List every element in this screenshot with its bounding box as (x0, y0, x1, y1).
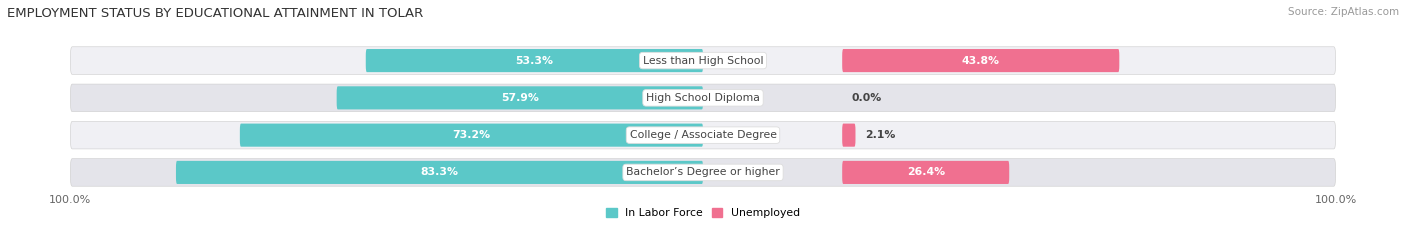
Text: Bachelor’s Degree or higher: Bachelor’s Degree or higher (626, 168, 780, 177)
FancyBboxPatch shape (70, 47, 1336, 74)
FancyBboxPatch shape (70, 159, 1336, 186)
Text: College / Associate Degree: College / Associate Degree (630, 130, 776, 140)
Text: 0.0%: 0.0% (852, 93, 882, 103)
FancyBboxPatch shape (842, 161, 1010, 184)
Text: 83.3%: 83.3% (420, 168, 458, 177)
FancyBboxPatch shape (336, 86, 703, 110)
Text: 26.4%: 26.4% (907, 168, 945, 177)
Legend: In Labor Force, Unemployed: In Labor Force, Unemployed (606, 208, 800, 219)
FancyBboxPatch shape (240, 123, 703, 147)
FancyBboxPatch shape (842, 49, 1119, 72)
Text: EMPLOYMENT STATUS BY EDUCATIONAL ATTAINMENT IN TOLAR: EMPLOYMENT STATUS BY EDUCATIONAL ATTAINM… (7, 7, 423, 20)
FancyBboxPatch shape (366, 49, 703, 72)
FancyBboxPatch shape (70, 121, 1336, 149)
Text: High School Diploma: High School Diploma (647, 93, 759, 103)
FancyBboxPatch shape (842, 123, 855, 147)
Text: 57.9%: 57.9% (501, 93, 538, 103)
Text: 2.1%: 2.1% (865, 130, 896, 140)
FancyBboxPatch shape (70, 84, 1336, 112)
Text: Source: ZipAtlas.com: Source: ZipAtlas.com (1288, 7, 1399, 17)
Text: Less than High School: Less than High School (643, 56, 763, 65)
FancyBboxPatch shape (176, 161, 703, 184)
Text: 43.8%: 43.8% (962, 56, 1000, 65)
Text: 53.3%: 53.3% (516, 56, 554, 65)
Text: 73.2%: 73.2% (453, 130, 491, 140)
